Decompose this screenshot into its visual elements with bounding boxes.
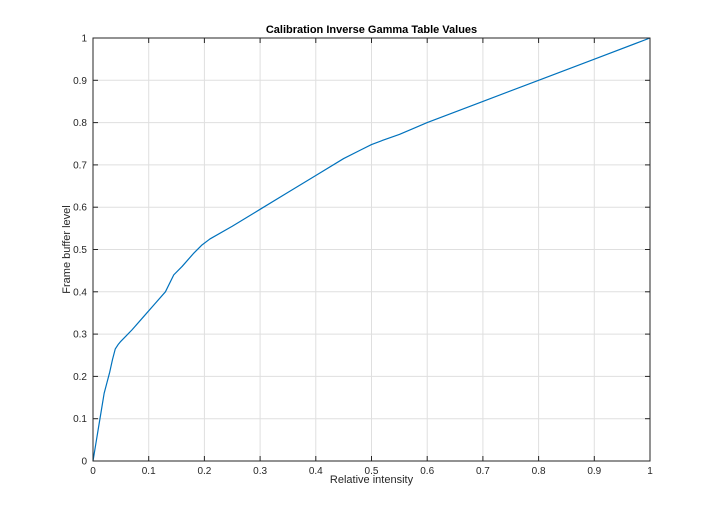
x-tick-label: 0.1 <box>142 466 156 477</box>
y-tick-label: 0.1 <box>73 414 87 425</box>
plot-area <box>92 37 651 462</box>
x-tick-label: 0.8 <box>532 466 546 477</box>
x-tick-label: 0.2 <box>197 466 211 477</box>
y-axis-label: Frame buffer level <box>61 205 73 293</box>
x-tick-label: 0.5 <box>365 466 379 477</box>
y-tick-label: 0.5 <box>73 245 87 256</box>
x-tick-label: 0.3 <box>253 466 267 477</box>
y-tick-label: 0.9 <box>73 76 87 87</box>
x-axis-label: Relative intensity <box>330 474 414 486</box>
x-tick-label: 1 <box>647 466 653 477</box>
y-tick-label: 0.2 <box>73 372 87 383</box>
x-tick-label: 0 <box>90 466 96 477</box>
x-tick-label: 0.6 <box>420 466 434 477</box>
x-tick-label: 0.9 <box>587 466 601 477</box>
y-tick-label: 0 <box>81 457 87 468</box>
y-tick-label: 0.7 <box>73 160 87 171</box>
chart-title: Calibration Inverse Gamma Table Values <box>266 24 477 36</box>
x-tick-label: 0.7 <box>476 466 490 477</box>
y-tick-label: 0.8 <box>73 118 87 129</box>
x-tick-label: 0.4 <box>309 466 323 477</box>
ticks: 0 0.1 0.2 0.3 0.4 0.5 0.6 0.7 0.8 0.9 1 0 0.1 0.2 0.3 0… <box>73 34 653 478</box>
y-tick-label: 0.4 <box>73 287 87 298</box>
y-tick-label: 1 <box>81 34 87 45</box>
y-tick-label: 0.6 <box>73 203 87 214</box>
y-tick-label: 0.3 <box>73 330 87 341</box>
series-line-0 <box>92 37 651 462</box>
grid <box>93 38 650 461</box>
